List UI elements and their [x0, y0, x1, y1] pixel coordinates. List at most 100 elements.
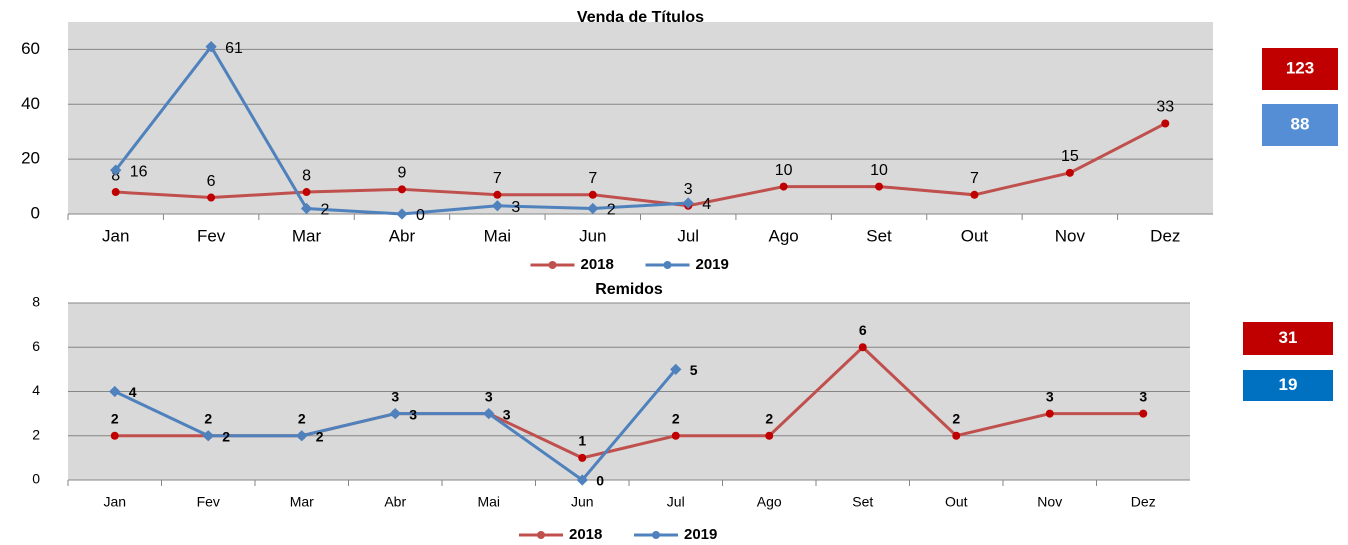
x-tick-label: Jul — [667, 494, 685, 510]
x-tick-label: Mar — [290, 494, 314, 510]
total-value: 31 — [1279, 328, 1298, 347]
point — [207, 193, 216, 202]
data-label: 2 — [672, 410, 680, 426]
data-label: 61 — [225, 40, 243, 57]
data-label: 2 — [607, 202, 616, 219]
total-value: 123 — [1286, 58, 1314, 77]
y-tick-label: 20 — [21, 149, 40, 168]
point — [875, 182, 884, 191]
data-label: 3 — [485, 388, 493, 404]
point — [389, 407, 401, 420]
x-tick-label: Dez — [1150, 226, 1180, 245]
data-label: 15 — [1061, 148, 1079, 165]
data-label: 2 — [111, 410, 119, 426]
x-tick-label: Dez — [1131, 494, 1156, 510]
data-label: 2 — [765, 410, 773, 426]
point — [205, 41, 217, 53]
x-tick-label: Fev — [197, 226, 226, 245]
point — [396, 208, 408, 220]
data-label: 3 — [1046, 388, 1054, 404]
point — [578, 453, 587, 462]
point — [296, 430, 308, 442]
data-label: 2 — [952, 410, 960, 426]
point — [682, 197, 694, 209]
data-label: 10 — [870, 162, 888, 179]
x-tick-label: Jun — [579, 226, 606, 245]
data-label: 2 — [321, 202, 330, 219]
point — [779, 182, 788, 191]
data-label: 1 — [578, 433, 586, 449]
chart-title: Remidos — [595, 281, 663, 298]
x-tick-label: Fev — [197, 494, 220, 510]
x-tick-label: Nov — [1037, 494, 1062, 510]
x-tick-label: Mai — [484, 226, 511, 245]
data-label: 33 — [1156, 99, 1174, 116]
chart-title: Venda de Títulos — [577, 9, 704, 26]
point — [576, 474, 588, 486]
point — [302, 188, 311, 197]
data-label: 8 — [302, 167, 311, 184]
y-tick-label: 0 — [32, 471, 40, 487]
data-label: 7 — [588, 170, 597, 187]
x-tick-label: Ago — [769, 226, 799, 245]
legend-marker — [663, 261, 672, 269]
legend-marker — [652, 531, 660, 539]
x-tick-label: Jan — [102, 226, 129, 245]
x-tick-label: Abr — [384, 494, 406, 510]
series-line — [115, 122, 1166, 208]
legend-label: 2018 — [569, 526, 602, 543]
data-label: 7 — [970, 170, 979, 187]
data-label: 2 — [316, 428, 324, 444]
data-label: 0 — [416, 207, 425, 224]
point — [858, 343, 867, 352]
point — [952, 431, 961, 440]
total-value: 19 — [1279, 375, 1298, 394]
data-label: 3 — [1139, 388, 1147, 404]
x-tick-label: Set — [866, 226, 892, 245]
data-label: 3 — [503, 406, 511, 422]
total-box — [1262, 104, 1338, 146]
data-label: 0 — [596, 473, 604, 489]
data-label: 4 — [129, 384, 137, 400]
total-value: 88 — [1291, 114, 1310, 133]
point — [670, 363, 682, 376]
data-label: 3 — [409, 406, 417, 422]
point — [671, 431, 680, 440]
data-label: 9 — [398, 165, 407, 182]
legend-marker — [537, 531, 545, 539]
point — [1139, 409, 1148, 418]
x-tick-label: Out — [961, 226, 989, 245]
point — [491, 200, 504, 212]
point — [483, 407, 495, 420]
total-box — [1262, 48, 1338, 90]
plot-area — [68, 22, 1213, 214]
x-tick-label: Jun — [571, 494, 594, 510]
y-tick-label: 0 — [31, 203, 40, 222]
point — [1045, 409, 1054, 418]
point — [300, 202, 313, 215]
y-tick-label: 8 — [32, 294, 40, 310]
x-tick-label: Abr — [389, 226, 416, 245]
data-label: 2 — [222, 428, 230, 444]
point — [110, 431, 119, 440]
data-label: 2 — [204, 410, 212, 426]
point — [1161, 119, 1170, 128]
point — [111, 188, 120, 197]
legend-label: 2019 — [684, 526, 717, 543]
data-label: 3 — [391, 388, 399, 404]
point — [587, 202, 599, 215]
x-tick-label: Jan — [103, 494, 126, 510]
y-tick-label: 4 — [32, 382, 40, 398]
point — [1065, 168, 1074, 177]
data-label: 4 — [702, 196, 711, 213]
x-tick-label: Ago — [757, 494, 782, 510]
y-tick-label: 40 — [21, 94, 40, 113]
x-tick-label: Jul — [677, 226, 699, 245]
y-tick-label: 6 — [32, 338, 40, 354]
legend-label: 2019 — [696, 256, 729, 273]
y-tick-label: 60 — [21, 39, 40, 58]
legend-marker — [548, 261, 557, 269]
point — [493, 190, 502, 199]
data-label: 5 — [690, 362, 698, 378]
